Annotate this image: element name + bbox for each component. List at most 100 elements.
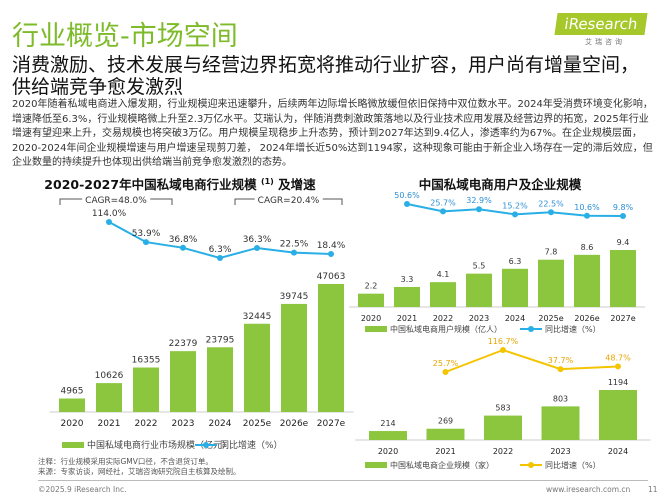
bar-label: 4.1 (437, 270, 450, 279)
x-tick-label: 2023 (469, 314, 489, 323)
growth-point (584, 212, 590, 219)
bar-label: 3.3 (401, 275, 414, 284)
logo-subtitle: 艾瑞咨询 (585, 38, 625, 46)
growth-label: 36.8% (169, 235, 198, 245)
bar-label: 214 (380, 419, 395, 428)
x-tick-label: 2024 (608, 447, 628, 456)
legend-line-marker (203, 442, 209, 448)
bar (170, 351, 196, 412)
bar (318, 284, 344, 412)
bar (426, 428, 465, 440)
growth-point (557, 366, 564, 373)
growth-point (500, 347, 506, 353)
x-tick-label: 2024 (209, 419, 232, 429)
cagr-label: CAGR=48.0% (85, 196, 147, 206)
growth-label: 25.7% (430, 198, 456, 207)
growth-label: 37.7% (548, 356, 574, 365)
bar-label: 803 (553, 394, 568, 403)
growth-point (254, 244, 260, 251)
x-tick-label: 2021 (98, 419, 121, 429)
legend-bar-label: 中国私域电商行业市场规模（亿元） (87, 439, 231, 451)
growth-label: 116.7% (488, 337, 519, 346)
growth-point (291, 249, 297, 256)
x-tick-label: 2022 (135, 419, 158, 429)
growth-label: 32.9% (466, 196, 492, 205)
growth-label: 114.0% (92, 209, 127, 219)
bar (610, 250, 636, 307)
bar (358, 293, 384, 307)
growth-point (548, 209, 554, 216)
bar-label: 16355 (132, 356, 161, 366)
x-tick-label: 2023 (172, 419, 195, 429)
bar (484, 415, 522, 440)
x-tick-label: 2024 (505, 314, 525, 323)
bar (133, 367, 159, 412)
growth-point (620, 213, 626, 219)
bar-label: 39745 (280, 292, 309, 302)
bar-label: 32445 (243, 312, 272, 322)
notes: 注释：行业规模采用实际GMV口径，不含退货订单。 来源：专家访谈，网经社，艾瑞咨询… (38, 457, 241, 476)
growth-point (143, 239, 149, 246)
bar-label: 2.2 (365, 282, 378, 291)
growth-point (106, 219, 112, 225)
growth-label: 22.5% (538, 199, 564, 208)
x-tick-label: 2026e (280, 419, 309, 429)
growth-point (476, 206, 482, 213)
x-tick-label: 2020 (378, 447, 398, 456)
legend-line-marker (528, 462, 534, 468)
bar (281, 303, 307, 412)
bar (599, 390, 637, 440)
legend-line-label: 同比增速（%） (545, 324, 601, 334)
growth-label: 9.8% (613, 203, 634, 212)
growth-point (512, 211, 518, 218)
growth-point (615, 363, 621, 370)
growth-label: 22.5% (280, 240, 309, 250)
bar (538, 259, 564, 307)
footer-divider (38, 480, 648, 481)
bar-label: 1194 (608, 378, 628, 387)
growth-label: 10.6% (574, 203, 600, 212)
legend-bar-swatch (365, 326, 387, 332)
growth-point (217, 255, 223, 261)
legend-line-label: 同比增速（%） (545, 460, 601, 470)
growth-label: 48.7% (605, 353, 631, 362)
growth-line (445, 348, 619, 373)
x-tick-label: 2025e (243, 419, 272, 429)
x-tick-label: 2025e (538, 314, 563, 323)
cagr-label-bg (82, 196, 151, 206)
bar-label: 6.3 (509, 257, 522, 266)
growth-label: 36.3% (243, 235, 272, 245)
copyright: ©2025.9 iResearch Inc. (38, 485, 127, 494)
x-tick-label: 2026e (574, 314, 599, 323)
x-tick-label: 2021 (397, 314, 417, 323)
x-tick-label: 2023 (550, 447, 570, 456)
growth-point (404, 201, 410, 207)
chart2-title: 中国私域电商用户及企业规模 (418, 177, 582, 192)
bar-label: 8.6 (581, 243, 594, 252)
growth-label: 53.9% (132, 229, 161, 239)
bar (466, 273, 492, 307)
legend-bar-label: 中国私域电商企业规模（家） (390, 460, 494, 470)
footer-url: www.iresearch.com.cn (546, 485, 631, 494)
slide-subtitle: 消费激励、技术发展与经营边界拓宽将推动行业扩容，用户尚有增量空间，供给端竞争愈发… (12, 54, 640, 98)
growth-label: 18.4% (317, 241, 346, 251)
page-number: 11 (648, 485, 658, 494)
growth-label: 15.2% (502, 201, 528, 210)
bar (394, 286, 420, 307)
growth-point (442, 369, 449, 375)
x-tick-label: 2020 (61, 419, 84, 429)
bar (430, 282, 456, 307)
legend-line-marker (528, 326, 534, 332)
legend-bar-swatch (62, 442, 84, 448)
summary-paragraph: 2020年随着私域电商进入爆发期，行业规模迎来迅速攀升，后续两年边际增长略微放缓… (12, 99, 653, 168)
x-tick-label: 2021 (435, 447, 455, 456)
bar-label: 23795 (206, 335, 235, 345)
growth-point (180, 244, 186, 251)
x-tick-label: 2027e (317, 419, 346, 429)
bar (59, 398, 85, 412)
bar (369, 431, 407, 440)
bar (96, 383, 122, 412)
growth-point (328, 250, 334, 257)
growth-point (440, 208, 446, 215)
